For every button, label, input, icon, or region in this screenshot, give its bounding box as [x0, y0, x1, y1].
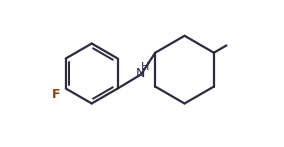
Text: F: F — [52, 88, 61, 101]
Text: H: H — [141, 62, 149, 72]
Text: N: N — [135, 67, 145, 80]
